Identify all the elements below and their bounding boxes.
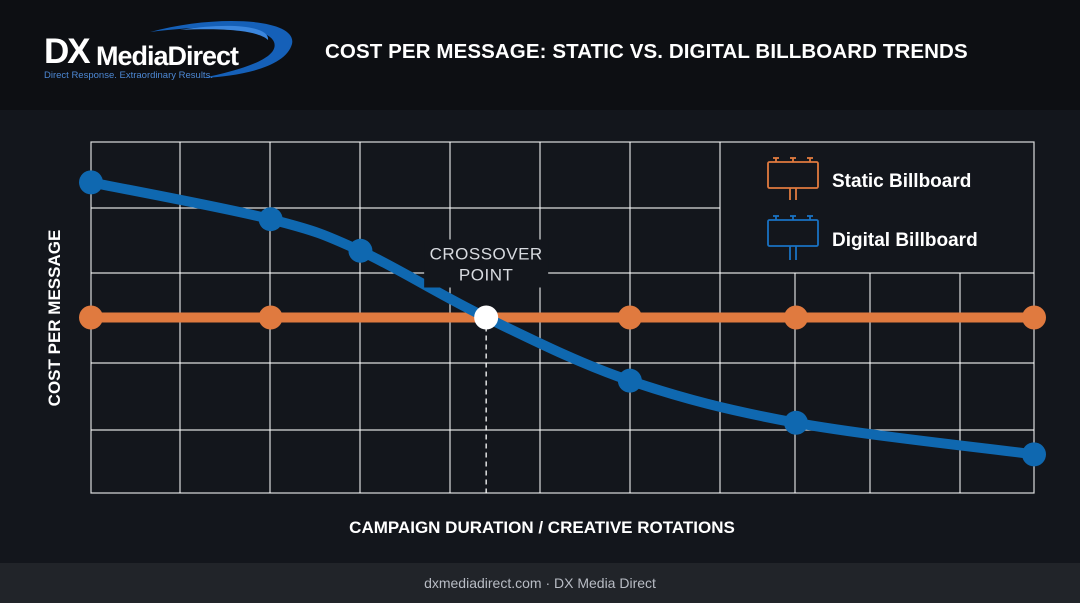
legend-item-digital[interactable]: Digital Billboard bbox=[767, 215, 978, 260]
logo-tagline: Direct Response. Extraordinary Results. bbox=[44, 70, 213, 81]
footer-bar: dxmediadirect.com · DX Media Direct bbox=[0, 563, 1080, 603]
static-billboard-point bbox=[784, 305, 809, 330]
digital-billboard-point bbox=[79, 170, 103, 195]
static-billboard-point bbox=[1022, 305, 1046, 330]
logo-dx-text: DX bbox=[44, 32, 91, 71]
digital-billboard-point bbox=[348, 238, 373, 263]
static-billboard-icon bbox=[767, 157, 819, 200]
chart-annotations: CROSSOVER POINT bbox=[424, 239, 549, 288]
static-billboard-point bbox=[617, 305, 642, 330]
static-billboard-point bbox=[79, 305, 103, 330]
digital-billboard-icon bbox=[767, 215, 819, 260]
chart-legend: Static Billboard Digital Billboard bbox=[767, 157, 978, 260]
crossover-label-background bbox=[424, 239, 549, 288]
chart-title: COST PER MESSAGE: STATIC VS. DIGITAL BIL… bbox=[325, 40, 968, 63]
legend-label-digital: Digital Billboard bbox=[832, 230, 978, 251]
crossover-label-line-1: CROSSOVER bbox=[430, 245, 543, 264]
chart-markers bbox=[79, 170, 1046, 467]
legend-label-static: Static Billboard bbox=[832, 171, 971, 192]
digital-billboard-point bbox=[1022, 442, 1046, 467]
header-bar: DX MediaDirect Direct Response. Extraord… bbox=[0, 0, 1080, 110]
logo-name-text: MediaDirect bbox=[96, 41, 239, 71]
crossover-label-line-2: POINT bbox=[459, 266, 513, 285]
logo-swoosh-icon bbox=[150, 20, 293, 79]
crossover-point-marker bbox=[474, 305, 499, 330]
x-axis-label: CAMPAIGN DURATION / CREATIVE ROTATIONS bbox=[349, 518, 735, 537]
chart-area: CROSSOVER POINT Static Billboard bbox=[45, 141, 1046, 537]
digital-billboard-point bbox=[617, 368, 642, 393]
static-billboard-point bbox=[258, 305, 283, 330]
chart-lines bbox=[86, 177, 1039, 493]
footer-text[interactable]: dxmediadirect.com · DX Media Direct bbox=[424, 575, 656, 591]
legend-item-static[interactable]: Static Billboard bbox=[767, 157, 971, 200]
digital-billboard-point bbox=[784, 410, 809, 435]
digital-billboard-point bbox=[258, 207, 283, 232]
y-axis-label: COST PER MESSAGE bbox=[45, 230, 64, 407]
dx-media-direct-logo[interactable]: DX MediaDirect Direct Response. Extraord… bbox=[30, 18, 300, 88]
